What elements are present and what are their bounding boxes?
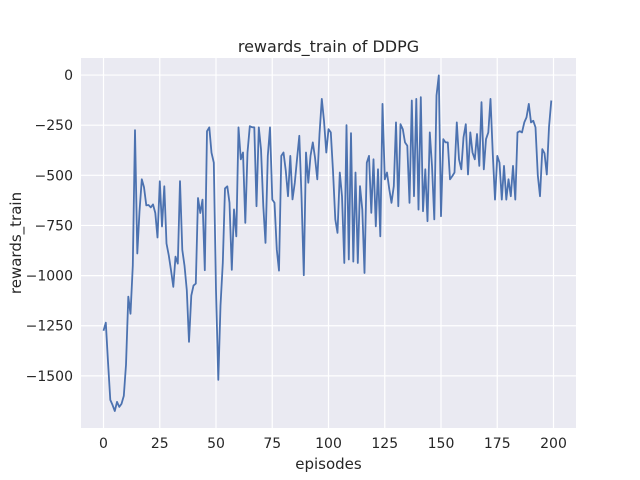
x-tick-label: 50 <box>207 436 225 452</box>
x-tick-label: 150 <box>428 436 455 452</box>
y-tick-label: −1000 <box>26 269 73 285</box>
y-tick-label: −500 <box>35 168 73 184</box>
x-tick-label: 200 <box>540 436 567 452</box>
x-tick-label: 175 <box>484 436 511 452</box>
y-tick-labels: 0 −250 −500 −750 −1000 −1250 −1500 <box>26 68 73 385</box>
x-tick-label: 25 <box>151 436 169 452</box>
y-tick-label: 0 <box>64 68 73 84</box>
x-axis-label: episodes <box>295 455 362 473</box>
y-tick-label: −250 <box>35 118 73 134</box>
y-tick-label: −750 <box>35 218 73 234</box>
chart-title: rewards_train of DDPG <box>237 37 420 56</box>
y-tick-label: −1500 <box>26 369 73 385</box>
x-tick-label: 75 <box>263 436 281 452</box>
x-tick-label: 100 <box>315 436 342 452</box>
y-tick-label: −1250 <box>26 319 73 335</box>
x-tick-label: 0 <box>99 436 108 452</box>
rewards-train-line <box>102 74 553 412</box>
grid-lines <box>81 58 576 428</box>
x-tick-label: 125 <box>371 436 398 452</box>
x-tick-labels: 0 25 50 75 100 125 150 175 200 <box>99 436 567 452</box>
y-axis-label: rewards_train <box>7 191 25 295</box>
